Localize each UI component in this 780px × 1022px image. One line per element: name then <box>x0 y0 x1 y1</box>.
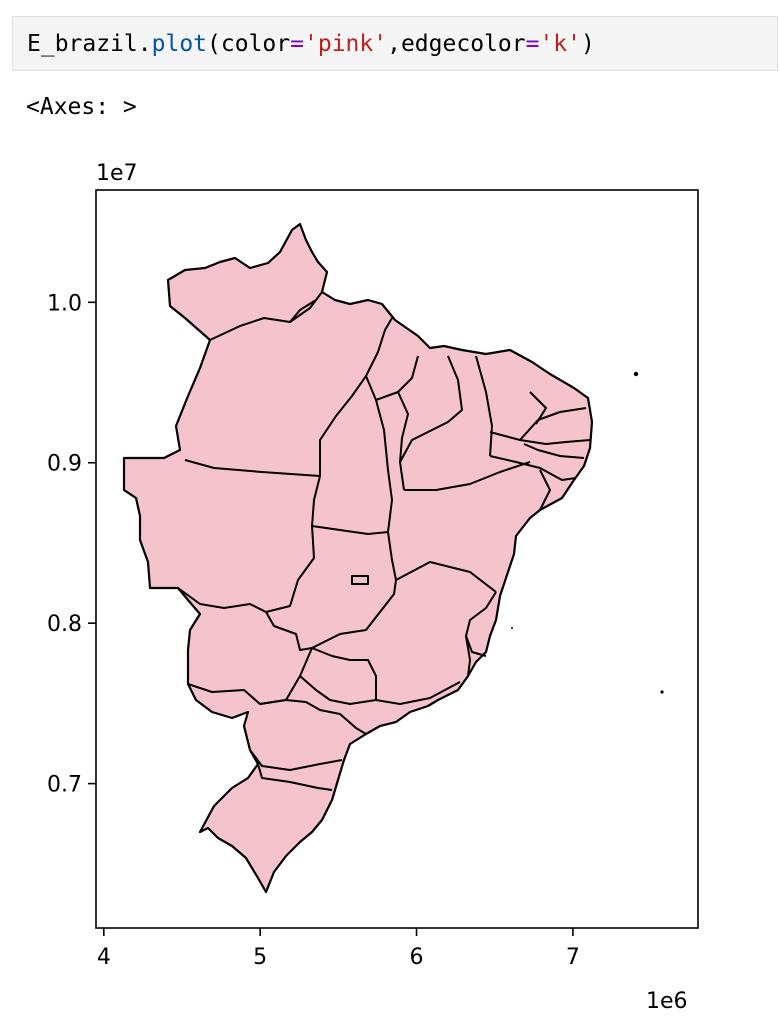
island-mark <box>660 690 664 694</box>
code-arg2-value: 'k' <box>539 30 581 57</box>
output-repr: <Axes: > <box>26 94 137 120</box>
code-cell[interactable]: E_brazil. plot(color ='pink', edgecolor ='k'… <box>12 16 778 71</box>
x-axis-ticks: 4 5 6 7 <box>97 928 580 970</box>
code-eq2: = <box>525 30 540 57</box>
x-tick-label: 4 <box>97 945 111 970</box>
code-comma: , <box>387 30 401 57</box>
code-close-paren: ) <box>580 30 595 57</box>
x-tick-label: 7 <box>566 945 580 970</box>
code-dot: . <box>137 30 152 57</box>
code-method: plot <box>151 30 208 57</box>
island-mark <box>511 627 513 629</box>
brazil-map <box>122 222 664 894</box>
y-axis-ticks: 0.7 0.8 0.9 1.0 <box>47 291 96 798</box>
island-mark <box>633 371 639 377</box>
code-eq1: = <box>290 30 304 57</box>
y-tick-label: 0.9 <box>47 452 82 477</box>
country-outline <box>122 222 594 894</box>
y-tick-label: 0.8 <box>47 612 82 637</box>
code-arg1-value: 'pink' <box>304 30 388 57</box>
code-open-paren: ( <box>207 30 221 57</box>
x-tick-label: 5 <box>253 945 267 970</box>
map-plot: 4 5 6 7 0.7 0.8 0.9 1.0 1e7 1e6 <box>47 161 699 1014</box>
x-tick-label: 6 <box>410 945 424 970</box>
code-object: E_brazil <box>27 30 138 57</box>
y-tick-label: 1.0 <box>47 291 82 316</box>
y-offset-label: 1e7 <box>96 161 138 186</box>
x-offset-label: 1e6 <box>646 989 688 1014</box>
state-borders <box>177 291 591 791</box>
y-tick-label: 0.7 <box>47 773 82 798</box>
code-arg1-name: color <box>220 30 291 57</box>
code-arg2-name: edgecolor <box>400 30 526 57</box>
